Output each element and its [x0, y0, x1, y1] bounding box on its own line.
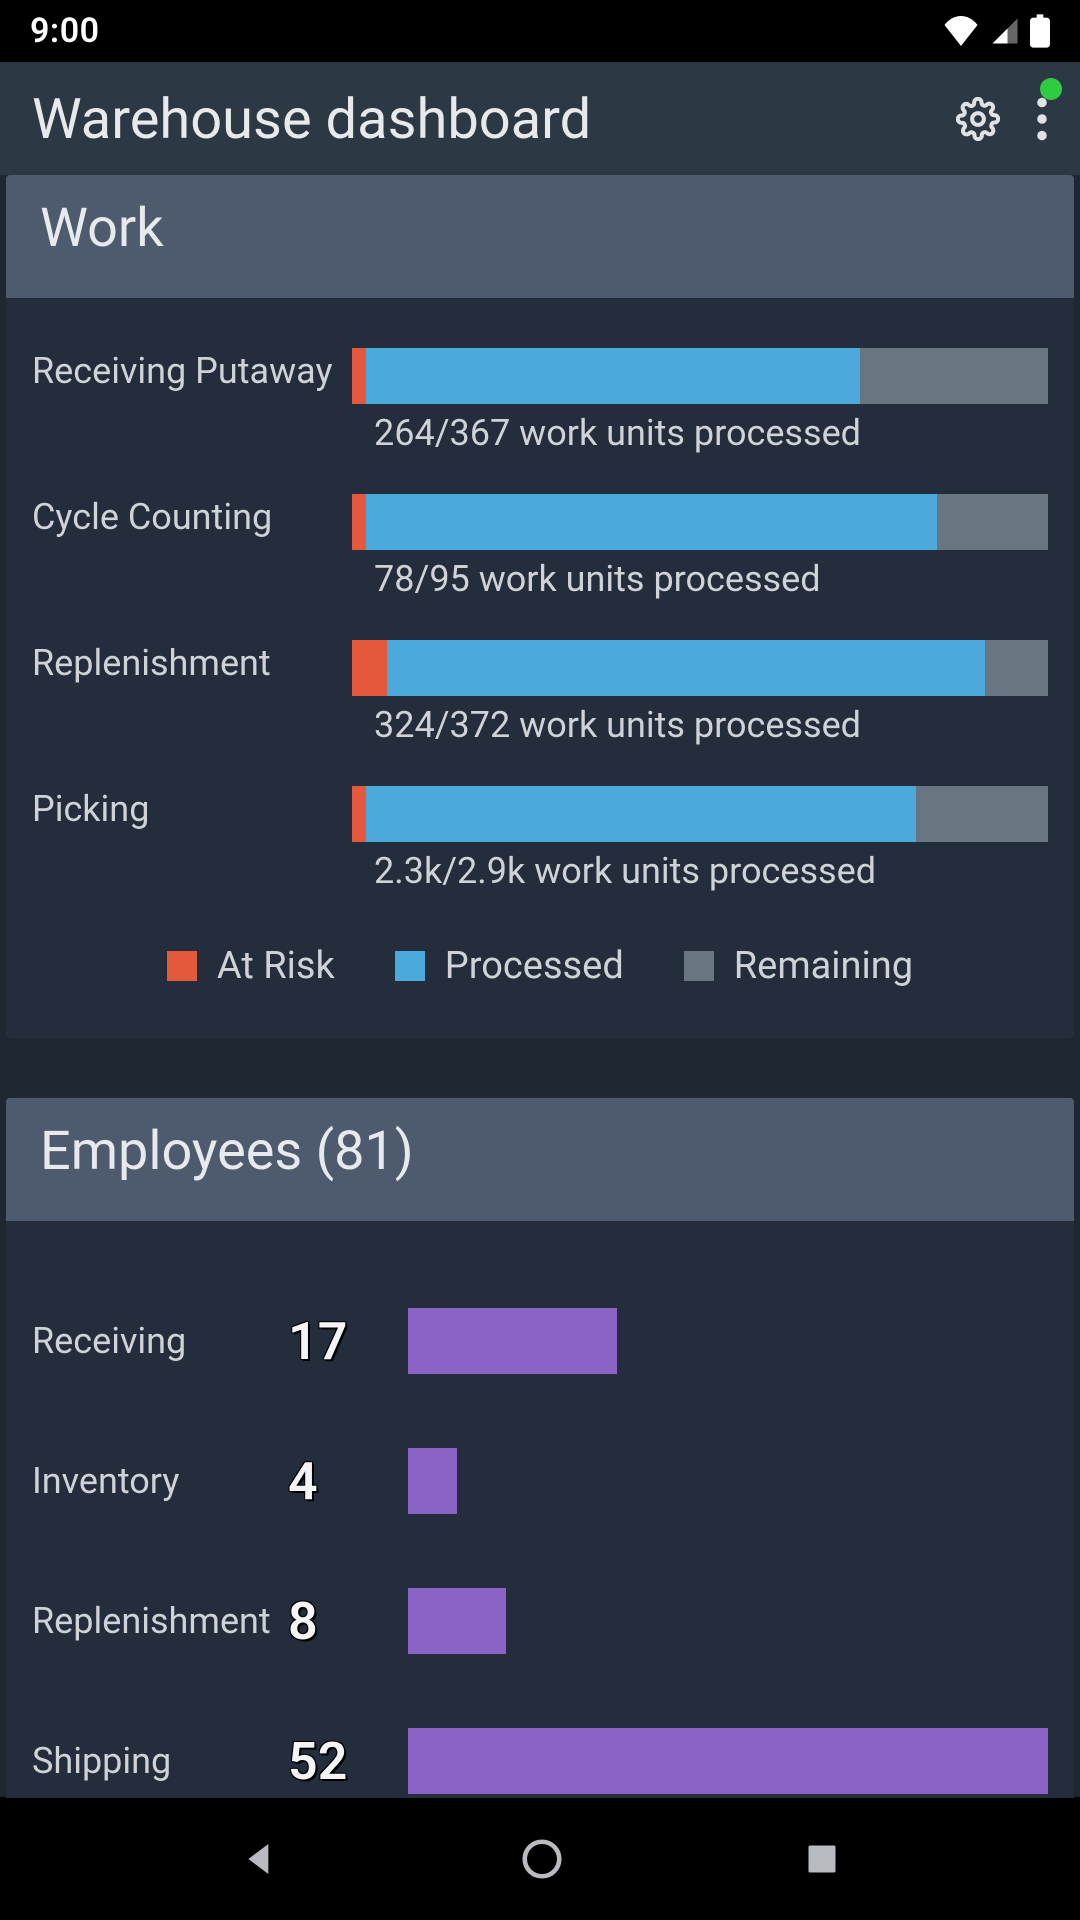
work-bar-processed: [366, 348, 860, 404]
status-time: 9:00: [30, 11, 100, 51]
work-bar-risk: [352, 640, 387, 696]
work-bar-processed: [366, 786, 916, 842]
battery-icon: [1030, 14, 1050, 48]
work-row-label: Replenishment: [32, 640, 352, 684]
employee-row-label: Replenishment: [32, 1600, 288, 1642]
nav-back-icon[interactable]: [240, 1839, 280, 1879]
notification-dot: [1040, 78, 1062, 100]
work-bar-processed: [366, 494, 937, 550]
nav-recent-icon[interactable]: [804, 1841, 840, 1877]
employee-bar: [408, 1728, 1048, 1794]
content: Work Receiving Putaway 264/367 work unit…: [0, 175, 1080, 1797]
work-progress-bar: [352, 348, 1048, 404]
more-icon[interactable]: [1036, 97, 1048, 141]
work-row-caption: 2.3k/2.9k work units processed: [352, 842, 1048, 912]
work-bar-risk: [352, 494, 366, 550]
employee-bar: [408, 1448, 457, 1514]
system-nav-bar: [0, 1798, 1080, 1920]
work-row-label: Picking: [32, 786, 352, 830]
employee-row-label: Shipping: [32, 1740, 288, 1782]
page-title: Warehouse dashboard: [32, 86, 956, 152]
work-row-caption: 264/367 work units processed: [352, 404, 1048, 474]
legend-swatch-risk: [167, 951, 197, 981]
employee-row: Receiving 17: [32, 1271, 1048, 1411]
work-row: Replenishment 324/372 work units process…: [32, 640, 1048, 766]
work-progress-bar: [352, 494, 1048, 550]
work-bar-remaining: [937, 494, 1048, 550]
employee-row-label: Inventory: [32, 1460, 288, 1502]
work-bar-processed: [387, 640, 986, 696]
work-card: Work Receiving Putaway 264/367 work unit…: [6, 175, 1074, 1038]
employee-row-count: 8: [288, 1591, 408, 1652]
legend-swatch-processed: [395, 951, 425, 981]
employee-bar: [408, 1588, 506, 1654]
work-bar-risk: [352, 786, 366, 842]
work-row-label: Cycle Counting: [32, 494, 352, 538]
legend-processed: Processed: [395, 944, 624, 988]
work-row: Picking 2.3k/2.9k work units processed: [32, 786, 1048, 912]
work-bar-remaining: [860, 348, 1048, 404]
employee-row-count: 17: [288, 1311, 408, 1372]
work-row: Cycle Counting 78/95 work units processe…: [32, 494, 1048, 620]
work-legend: At Risk Processed Remaining: [32, 932, 1048, 1008]
legend-swatch-remaining: [684, 951, 714, 981]
work-bar-risk: [352, 348, 366, 404]
work-row-label: Receiving Putaway: [32, 348, 352, 392]
legend-label: Remaining: [734, 944, 913, 988]
work-card-body: Receiving Putaway 264/367 work units pro…: [6, 298, 1074, 1038]
employee-row: Inventory 4: [32, 1411, 1048, 1551]
work-row-caption: 324/372 work units processed: [352, 696, 1048, 766]
work-row-caption: 78/95 work units processed: [352, 550, 1048, 620]
nav-home-icon[interactable]: [519, 1836, 565, 1882]
wifi-icon: [942, 16, 980, 46]
work-bar-remaining: [985, 640, 1048, 696]
status-bar: 9:00: [0, 0, 1080, 62]
employee-bar: [408, 1308, 617, 1374]
status-icons: [942, 14, 1050, 48]
gear-icon[interactable]: [956, 97, 1000, 141]
employees-card-title: Employees (81): [6, 1098, 1074, 1221]
work-progress-bar: [352, 786, 1048, 842]
work-card-title: Work: [6, 175, 1074, 298]
legend-label: Processed: [445, 944, 624, 988]
employee-row-label: Receiving: [32, 1320, 288, 1362]
legend-at-risk: At Risk: [167, 944, 335, 988]
employees-card: Employees (81) Receiving 17 Inventory 4 …: [6, 1098, 1074, 1861]
work-bar-remaining: [916, 786, 1048, 842]
signal-icon: [990, 16, 1020, 46]
app-bar: Warehouse dashboard: [0, 62, 1080, 175]
employees-card-body: Receiving 17 Inventory 4 Replenishment 8…: [6, 1221, 1074, 1861]
employee-row-count: 52: [288, 1731, 408, 1792]
legend-label: At Risk: [217, 944, 335, 988]
employee-row: Replenishment 8: [32, 1551, 1048, 1691]
work-progress-bar: [352, 640, 1048, 696]
employee-row-count: 4: [288, 1451, 408, 1512]
app-bar-actions: [956, 97, 1048, 141]
legend-remaining: Remaining: [684, 944, 913, 988]
work-row: Receiving Putaway 264/367 work units pro…: [32, 348, 1048, 474]
